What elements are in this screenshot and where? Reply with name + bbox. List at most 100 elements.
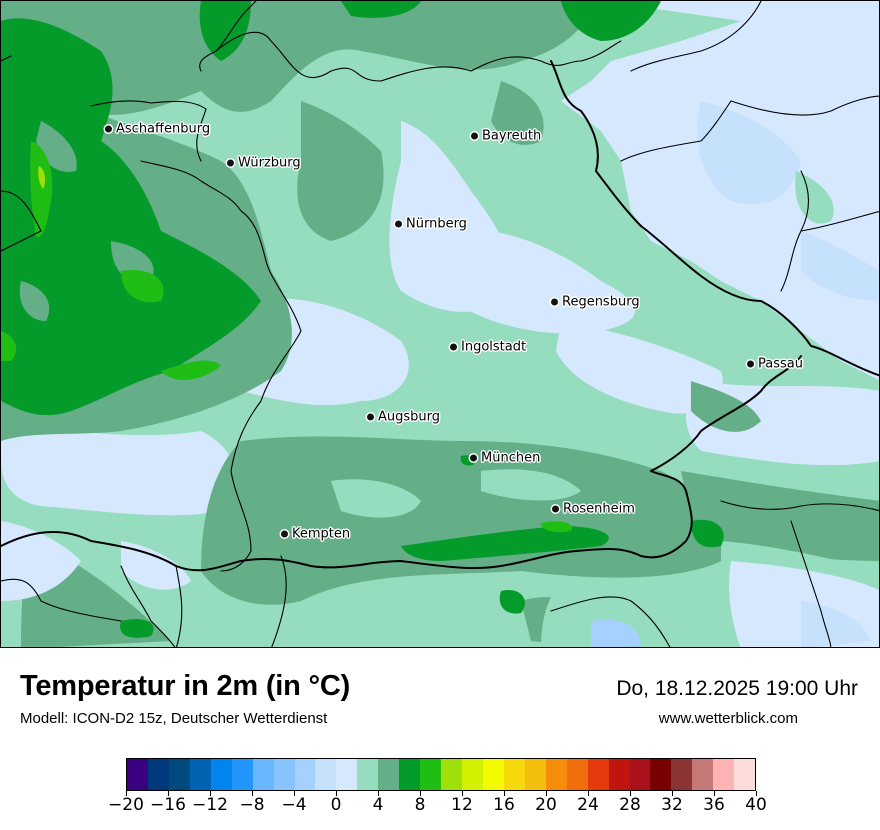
city-marker-icon: [552, 505, 559, 513]
city-nuernberg[interactable]: Nürnberg: [395, 217, 467, 232]
city-marker-icon: [747, 360, 754, 368]
colorbar-tick: [587, 791, 589, 796]
colorbar-tick: [671, 791, 673, 796]
map-canvas: [1, 1, 879, 647]
colorbar-segment: [608, 759, 630, 790]
colorbar-tick: [419, 791, 421, 796]
colorbar-segment: [587, 759, 609, 790]
city-marker-icon: [551, 298, 558, 306]
colorbar-tick-label: 32: [661, 795, 683, 815]
city-passau[interactable]: Passau: [747, 357, 803, 372]
colorbar-segment: [315, 759, 337, 790]
colorbar-tick: [293, 791, 295, 796]
colorbar-segment: [210, 759, 232, 790]
colorbar-tick-label: −16: [150, 795, 186, 815]
colorbar-segment: [273, 759, 295, 790]
city-label: Passau: [758, 356, 803, 372]
city-marker-icon: [281, 530, 288, 538]
colorbar-tick-label: 8: [414, 795, 426, 815]
colorbar-segment: [671, 759, 693, 790]
city-wuerzburg[interactable]: Würzburg: [227, 156, 301, 171]
colorbar-segment: [252, 759, 274, 790]
city-label: Regensburg: [562, 294, 640, 310]
city-marker-icon: [470, 454, 477, 462]
colorbar-tick-label: 4: [372, 795, 384, 815]
colorbar-segment: [629, 759, 651, 790]
website-link[interactable]: www.wetterblick.com: [658, 710, 798, 727]
city-muenchen[interactable]: München: [470, 451, 540, 466]
city-ingolstadt[interactable]: Ingolstadt: [450, 340, 526, 355]
colorbar-segment: [336, 759, 358, 790]
colorbar-tick: [713, 791, 715, 796]
colorbar-tick: [545, 791, 547, 796]
colorbar-segment: [482, 759, 504, 790]
colorbar-segment: [692, 759, 714, 790]
colorbar-segment: [399, 759, 421, 790]
colorbar-segment: [650, 759, 672, 790]
colorbar-tick: [629, 791, 631, 796]
colorbar-segment: [127, 759, 148, 790]
colorbar-segment: [734, 759, 756, 790]
colorbar-ticks: −20 −16 −12 −8 −4 0 4 8 12 16 20 24 28 32 36 40: [108, 791, 767, 821]
colorbar-tick-label: 12: [451, 795, 473, 815]
colorbar-tick: [377, 791, 379, 796]
city-label: Kempten: [292, 526, 351, 542]
map-title: Temperatur in 2m (in °C): [20, 670, 351, 702]
colorbar-tick-label: −12: [192, 795, 228, 815]
city-label: Nürnberg: [406, 216, 467, 232]
valid-datetime: Do, 18.12.2025 19:00 Uhr: [616, 677, 858, 700]
colorbar-tick-label: 24: [577, 795, 599, 815]
region-4-6-south: [201, 436, 721, 605]
colorbar-segment: [503, 759, 525, 790]
colorbar-tick-label: 0: [330, 795, 342, 815]
city-augsburg[interactable]: Augsburg: [367, 410, 440, 425]
colorbar-segment: [294, 759, 316, 790]
city-marker-icon: [471, 132, 478, 140]
colorbar-tick: [167, 791, 169, 796]
colorbar-segment: [189, 759, 211, 790]
city-regensburg[interactable]: Regensburg: [551, 295, 640, 310]
colorbar-tick-label: 20: [535, 795, 557, 815]
city-label: Ingolstadt: [461, 339, 527, 355]
city-marker-icon: [450, 343, 457, 351]
colorbar-tick: [335, 791, 337, 796]
city-label: Würzburg: [238, 155, 301, 171]
colorbar-segment: [420, 759, 442, 790]
city-label: Aschaffenburg: [116, 121, 211, 137]
city-label: Bayreuth: [482, 128, 542, 144]
colorbar-segment: [713, 759, 735, 790]
city-label: Rosenheim: [563, 501, 635, 517]
city-aschaffenburg[interactable]: Aschaffenburg: [105, 122, 210, 137]
colorbar-segment: [524, 759, 546, 790]
city-marker-icon: [395, 220, 402, 228]
colorbar-tick-label: −8: [239, 795, 265, 815]
colorbar-tick-label: 36: [703, 795, 725, 815]
colorbar-segment: [231, 759, 253, 790]
colorbar-tick-label: −4: [281, 795, 307, 815]
city-label: Augsburg: [378, 409, 441, 425]
colorbar-segment: [378, 759, 400, 790]
colorbar-segment: [441, 759, 462, 790]
colorbar-tick-label: 40: [745, 795, 767, 815]
colorbar-tick: [209, 791, 211, 796]
colorbar-tick-label: −20: [108, 795, 144, 815]
colorbar-segment: [545, 759, 567, 790]
colorbar-tick: [251, 791, 253, 796]
city-marker-icon: [367, 413, 374, 421]
colorbar-segment: [357, 759, 379, 790]
city-label: München: [481, 450, 541, 466]
city-marker-icon: [227, 159, 234, 167]
temperature-map[interactable]: Aschaffenburg Würzburg Bayreuth Nürnberg…: [0, 0, 880, 648]
colorbar-segment: [168, 759, 190, 790]
city-bayreuth[interactable]: Bayreuth: [471, 129, 541, 144]
model-source: Modell: ICON-D2 15z, Deutscher Wetterdie…: [20, 710, 328, 727]
colorbar-tick-label: 16: [493, 795, 515, 815]
city-marker-icon: [105, 125, 112, 133]
colorbar-tick-label: 28: [619, 795, 641, 815]
city-rosenheim[interactable]: Rosenheim: [552, 502, 635, 517]
region-6-8: [1, 18, 261, 416]
colorbar-segment: [147, 759, 169, 790]
colorbar-tick: [503, 791, 505, 796]
colorbar-tick: [755, 791, 757, 796]
city-kempten[interactable]: Kempten: [281, 527, 350, 542]
